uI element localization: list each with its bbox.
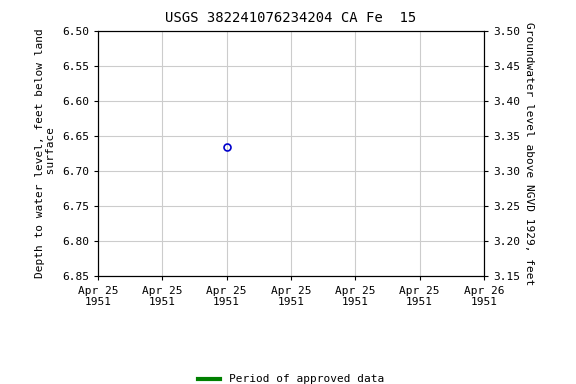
Title: USGS 382241076234204 CA Fe  15: USGS 382241076234204 CA Fe 15: [165, 12, 416, 25]
Y-axis label: Groundwater level above NGVD 1929, feet: Groundwater level above NGVD 1929, feet: [524, 22, 534, 285]
Legend: Period of approved data: Period of approved data: [194, 370, 388, 384]
Y-axis label: Depth to water level, feet below land
 surface: Depth to water level, feet below land su…: [35, 29, 56, 278]
